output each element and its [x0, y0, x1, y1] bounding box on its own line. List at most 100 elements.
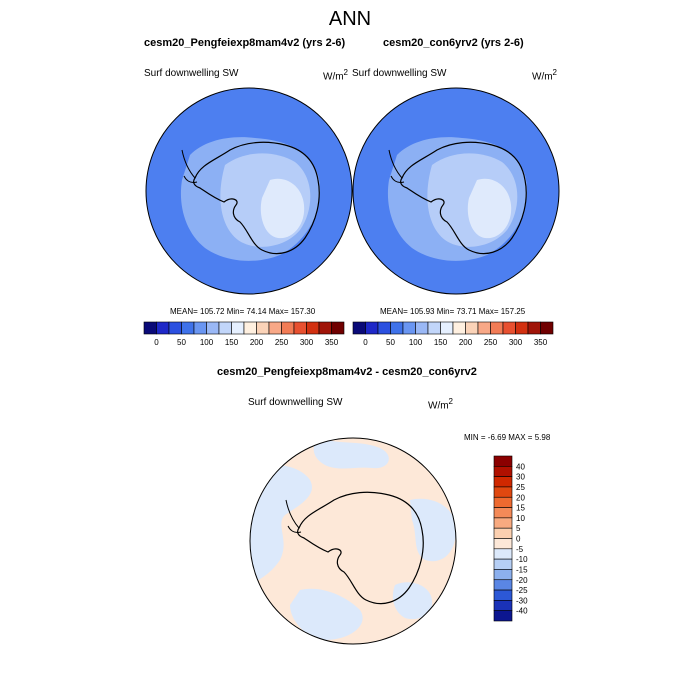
map3-negative-region-west — [250, 464, 312, 585]
panel2-variable: Surf downwelling SW — [352, 68, 447, 79]
colorbar3-swatch — [493, 517, 513, 529]
panel1-units: W/m2 — [323, 68, 348, 82]
colorbar3-tick-label: 15 — [516, 504, 525, 513]
panel2-units: W/m2 — [532, 68, 557, 82]
colorbar3-swatch — [493, 486, 513, 498]
colorbar1-swatch — [281, 321, 295, 335]
diff-title: cesm20_Pengfeiexp8mam4v2 - cesm20_con6yr… — [217, 366, 477, 378]
colorbar1-swatch — [143, 321, 157, 335]
colorbar3-tick-label: 40 — [516, 462, 525, 471]
panel1-units-base: W/m — [323, 71, 344, 83]
map-diff — [249, 437, 457, 645]
colorbar2-swatch — [427, 321, 441, 335]
map3-negative-region-south — [290, 588, 363, 640]
colorbar2-swatch — [540, 321, 554, 335]
map2-peninsula — [388, 149, 405, 183]
panel2-units-exp: 2 — [552, 68, 557, 77]
colorbar3-tick-label: 0 — [516, 535, 521, 544]
colorbar3-tick-label: -25 — [516, 586, 528, 595]
colorbar1-tick-label: 100 — [200, 338, 214, 347]
colorbar2-swatch — [465, 321, 479, 335]
colorbar3-swatch — [493, 600, 513, 611]
colorbar3-tick-label: 5 — [516, 524, 521, 533]
colorbar1-tick-label: 50 — [177, 338, 186, 347]
map1-contour-150 — [260, 178, 305, 239]
map3-negative-region-southeast — [392, 582, 433, 620]
panel1-title: cesm20_Pengfeiexp8mam4v2 (yrs 2-6) — [144, 37, 346, 49]
map1-contour-140 — [220, 153, 311, 247]
map3-boundary — [249, 437, 457, 645]
map-panel2 — [352, 87, 560, 295]
colorbar3-swatch — [493, 558, 513, 570]
colorbar3-swatch — [493, 455, 513, 467]
colorbar1-tick-label: 350 — [325, 338, 339, 347]
colorbar3-swatch — [493, 466, 513, 477]
colorbar3-swatch — [493, 548, 513, 560]
map2-contour-140 — [427, 153, 518, 247]
colorbar1-tick-label: 200 — [250, 338, 264, 347]
colorbar2-tick-label: 350 — [534, 338, 548, 347]
colorbar3-swatch — [493, 610, 513, 622]
colorbar2-swatch — [390, 321, 404, 335]
colorbar2-swatch — [515, 321, 529, 335]
map1-peninsula — [181, 149, 198, 183]
colorbar1-tick-label: 300 — [300, 338, 314, 347]
map3-negative-region-east — [410, 498, 456, 562]
colorbar3-tick-label: -15 — [516, 565, 528, 574]
map3-background — [250, 438, 456, 644]
colorbar2-swatch — [452, 321, 466, 335]
colorbar1-swatch — [218, 321, 232, 335]
diff-variable: Surf downwelling SW — [248, 397, 343, 408]
panel2-stats: MEAN= 105.93 Min= 73.71 Max= 157.25 — [380, 307, 526, 316]
diff-units-exp: 2 — [448, 397, 453, 406]
map2-antarctica-outline — [400, 141, 527, 255]
colorbar3-tick-label: -10 — [516, 555, 528, 564]
colorbar3-tick-label: 25 — [516, 483, 525, 492]
map2-background — [353, 88, 559, 294]
colorbar1-swatch — [256, 321, 270, 335]
colorbar3-swatch — [493, 496, 513, 508]
colorbar2-tick-label: 200 — [459, 338, 473, 347]
colorbar3-tick-label: -40 — [516, 607, 528, 616]
colorbar1-tick-label: 150 — [225, 338, 239, 347]
colorbar2-swatch — [365, 321, 379, 335]
colorbar3-swatch — [493, 589, 513, 601]
colorbar2-swatch — [527, 321, 541, 335]
colorbar3-swatch — [493, 476, 513, 488]
colorbar2-swatch — [490, 321, 504, 335]
colorbar1-tick-label: 250 — [275, 338, 289, 347]
colorbar1-swatch — [306, 321, 320, 335]
colorbar3-tick-label: 10 — [516, 514, 525, 523]
colorbar2-tick-label: 0 — [363, 338, 368, 347]
map1-contour-120 — [180, 137, 321, 261]
colorbar2-swatch — [352, 321, 366, 335]
panel2-title: cesm20_con6yrv2 (yrs 2-6) — [383, 37, 524, 49]
map2-contour-150 — [467, 178, 512, 239]
colorbar-panel2: 0 50 100 150 200 250 300 350 — [352, 321, 554, 347]
colorbar3-tick-label: 30 — [516, 473, 525, 482]
map-panel1 — [145, 87, 353, 295]
map2-contour-120 — [387, 137, 528, 261]
colorbar2-tick-label: 300 — [509, 338, 523, 347]
colorbar1-swatch — [243, 321, 257, 335]
map1-antarctica-outline — [193, 141, 320, 255]
colorbar3-swatch — [493, 579, 513, 591]
colorbar2-swatch — [415, 321, 429, 335]
colorbar3-tick-label: 20 — [516, 493, 525, 502]
panel1-variable: Surf downwelling SW — [144, 68, 239, 79]
diff-units-base: W/m — [428, 400, 449, 412]
colorbar1-swatch — [193, 321, 207, 335]
colorbar2-swatch — [502, 321, 516, 335]
colorbar1-swatch — [268, 321, 282, 335]
colorbar1-swatch — [181, 321, 195, 335]
colorbar3-tick-label: -30 — [516, 596, 528, 605]
colorbar1-swatch — [156, 321, 170, 335]
map3-peninsula — [285, 499, 302, 533]
colorbar2-swatch — [440, 321, 454, 335]
colorbar3-tick-label: -20 — [516, 576, 528, 585]
colorbar1-swatch — [231, 321, 245, 335]
figure-title: ANN — [328, 8, 372, 30]
colorbar2-tick-label: 150 — [434, 338, 448, 347]
colorbar2-swatch — [377, 321, 391, 335]
